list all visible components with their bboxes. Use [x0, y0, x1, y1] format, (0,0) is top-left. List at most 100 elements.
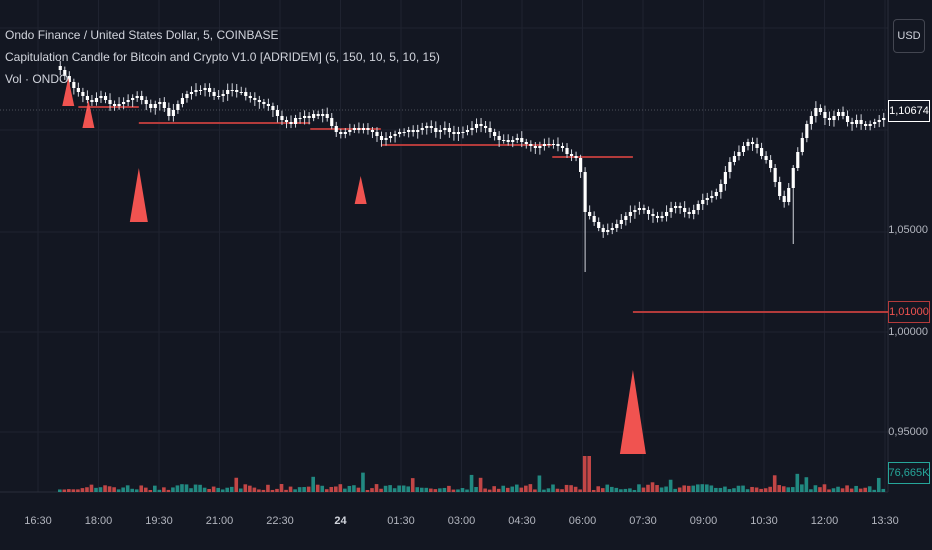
- time-axis-label: 07:30: [629, 515, 657, 527]
- candle-body: [755, 144, 759, 148]
- volume-title[interactable]: Vol · ONDO: [5, 72, 69, 86]
- volume-bar: [723, 486, 727, 492]
- candle-body: [470, 128, 474, 130]
- candle-body: [180, 98, 185, 104]
- candle-body: [529, 144, 533, 146]
- volume-bar: [94, 487, 98, 492]
- candle-body: [750, 142, 755, 144]
- volume-bar: [419, 487, 424, 492]
- candle-body: [239, 92, 243, 93]
- candle-body: [357, 128, 361, 130]
- candle-body: [664, 212, 669, 216]
- volume-bar: [270, 489, 275, 492]
- candle-body: [633, 210, 637, 212]
- volume-bar: [614, 487, 619, 492]
- volume-bar: [872, 489, 877, 492]
- volume-bar: [388, 485, 392, 492]
- volume-bar: [365, 489, 370, 492]
- volume-bar: [641, 487, 646, 492]
- volume-bar: [628, 488, 632, 492]
- volume-bar: [438, 488, 442, 492]
- volume-bar: [352, 485, 356, 492]
- candle-body: [398, 132, 402, 134]
- volume-bar: [293, 489, 297, 492]
- volume-bar: [777, 485, 782, 492]
- volume-bar: [252, 487, 257, 492]
- volume-bar: [514, 484, 519, 492]
- candle-body: [275, 110, 280, 116]
- volume-bar: [62, 489, 67, 492]
- signal-triangle: [354, 176, 367, 204]
- candle-body: [728, 162, 732, 172]
- candle-body: [72, 82, 76, 88]
- volume-bar: [284, 489, 288, 492]
- candle-body: [796, 152, 800, 168]
- candle-body: [384, 138, 388, 140]
- candle-body: [438, 130, 442, 132]
- candle-body: [741, 146, 746, 152]
- volume-bar: [125, 485, 130, 492]
- volume-bar: [845, 485, 849, 492]
- time-axis-label: 03:00: [447, 515, 476, 527]
- volume-bar: [492, 486, 496, 492]
- volume-bar: [510, 486, 515, 492]
- volume-bar: [198, 484, 202, 492]
- candle-body: [293, 118, 298, 124]
- candle-body: [244, 92, 248, 96]
- volume-bar: [275, 488, 279, 492]
- volume-bar: [741, 485, 745, 492]
- candlesticks: [58, 61, 886, 272]
- volume-bar: [220, 489, 225, 492]
- volume-bar: [840, 488, 845, 492]
- volume-bar: [347, 485, 352, 492]
- candle-body: [153, 104, 157, 108]
- indicator-title[interactable]: Capitulation Candle for Bitcoin and Cryp…: [5, 50, 440, 64]
- volume-bar: [478, 477, 483, 492]
- volume-bar: [143, 487, 148, 492]
- candle-body: [669, 208, 673, 212]
- candle-body: [316, 114, 320, 116]
- support-level-lines: [78, 106, 888, 313]
- candle-body: [393, 134, 397, 136]
- volume-bar: [306, 486, 311, 492]
- volume-bar: [555, 488, 560, 492]
- volume-bar: [505, 487, 510, 492]
- volume-bar: [166, 489, 171, 492]
- volume-bar: [686, 485, 691, 492]
- volume-bar: [297, 487, 302, 492]
- time-axis-label: 13:30: [871, 515, 899, 527]
- volume-bar: [623, 488, 628, 492]
- volume-bar: [248, 485, 252, 492]
- volume-bar: [537, 475, 542, 492]
- symbol-title[interactable]: Ondo Finance / United States Dollar, 5, …: [5, 28, 279, 42]
- candle-body: [538, 146, 542, 148]
- candle-body: [877, 120, 881, 122]
- time-axis-label: 24: [334, 515, 347, 527]
- candle-body: [94, 98, 99, 102]
- volume-bar: [542, 489, 546, 492]
- volume-bar: [610, 486, 614, 492]
- candle-body: [280, 116, 284, 120]
- candle-body: [284, 120, 289, 122]
- volume-bar: [406, 486, 411, 492]
- candle-body: [759, 148, 764, 156]
- currency-button[interactable]: USD: [893, 19, 925, 53]
- volume-bar: [324, 489, 329, 492]
- volume-bar: [76, 489, 80, 492]
- candle-body: [791, 168, 795, 188]
- candle-body: [601, 228, 605, 232]
- volume-bar: [487, 489, 492, 492]
- candle-body: [511, 140, 515, 142]
- time-axis-label: 04:30: [508, 515, 536, 527]
- volume-bar: [822, 484, 827, 492]
- volume-bar: [790, 487, 795, 492]
- volume-bar: [496, 488, 501, 492]
- volume-bars: [58, 456, 886, 492]
- candle-body: [416, 130, 420, 132]
- candle-body: [651, 214, 655, 216]
- time-axis-label: 18:00: [84, 515, 113, 527]
- candle-body: [189, 92, 194, 94]
- volume-bar: [524, 485, 528, 492]
